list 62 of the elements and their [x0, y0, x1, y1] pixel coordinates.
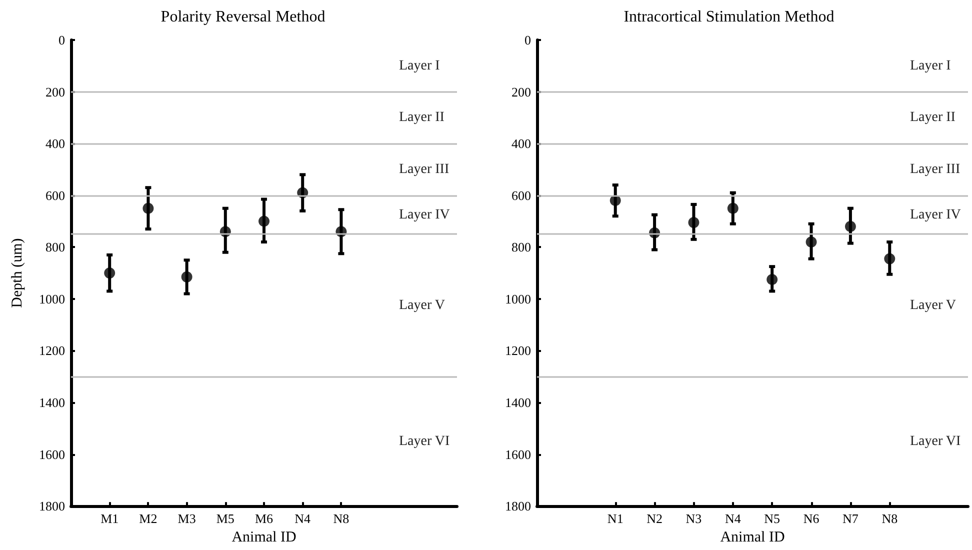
x-tick-label: M5: [216, 511, 234, 526]
point: [104, 268, 116, 279]
x-tick-label: N4: [294, 511, 312, 526]
x-tick-label: M2: [139, 511, 158, 526]
y-tick-label: 400: [512, 136, 531, 152]
point: [258, 216, 270, 227]
annotation: Layer VI: [399, 434, 450, 449]
y-tick-label: 1200: [39, 343, 65, 358]
point: [884, 253, 896, 264]
y-tick-label: 1400: [505, 395, 531, 410]
y-tick-label: 1000: [39, 291, 65, 306]
annotation: Layer IV: [399, 207, 450, 222]
annotation: Layer II: [399, 110, 445, 126]
x-tick-label: M3: [178, 511, 196, 526]
point: [806, 236, 817, 248]
y-tick-label: 800: [46, 240, 65, 255]
y-tick-label: 1400: [39, 395, 65, 410]
x-tick-label: M6: [254, 511, 274, 526]
x-tick-label: N3: [686, 511, 702, 526]
chart-title: Intracortical Stimulation Method: [624, 8, 834, 26]
x-axis-title: Animal ID: [232, 530, 296, 546]
x-axis-title: Animal ID: [720, 530, 785, 546]
y-tick-label: 1800: [39, 498, 65, 514]
y-tick-label: 0: [58, 32, 65, 48]
x-tick-label: N8: [333, 511, 350, 526]
y-tick-label: 1000: [505, 291, 531, 306]
y-tick-label: 1800: [505, 498, 531, 514]
x-tick-label: N1: [607, 511, 624, 526]
annotation: Layer V: [399, 298, 445, 313]
annotation: Layer IV: [910, 207, 961, 222]
point: [844, 220, 856, 232]
point: [181, 271, 192, 282]
point: [727, 202, 738, 214]
x-tick-label: N4: [724, 511, 742, 526]
y-tick-label: 600: [46, 188, 65, 203]
y-tick-label: 0: [524, 32, 531, 48]
annotation: Layer V: [910, 298, 956, 313]
annotation: Layer I: [910, 58, 952, 74]
x-tick-label: M1: [100, 511, 119, 526]
y-tick-label: 1600: [39, 446, 65, 462]
annotation: Layer III: [910, 162, 960, 177]
annotation: Layer III: [399, 162, 450, 177]
x-tick-label: N8: [882, 511, 898, 526]
x-tick-label: N5: [764, 511, 780, 526]
y-tick-label: 800: [512, 240, 531, 255]
annotation: Layer I: [399, 58, 440, 74]
y-tick-label: 1600: [505, 446, 531, 462]
y-tick-label: 1200: [505, 343, 531, 358]
annotation: Layer VI: [910, 434, 961, 449]
point: [688, 217, 700, 228]
x-tick-label: N2: [646, 511, 662, 526]
point: [142, 202, 154, 214]
point: [766, 274, 778, 286]
y-tick-label: 600: [512, 188, 531, 203]
y-axis-title: Depth (um): [10, 238, 26, 308]
y-tick-label: 400: [46, 136, 65, 152]
y-tick-label: 200: [512, 84, 531, 100]
chart-title: Polarity Reversal Method: [160, 8, 326, 26]
x-tick-label: N6: [803, 511, 820, 526]
annotation: Layer II: [910, 110, 956, 126]
x-tick-label: N7: [842, 511, 859, 526]
y-tick-label: 200: [46, 84, 65, 100]
